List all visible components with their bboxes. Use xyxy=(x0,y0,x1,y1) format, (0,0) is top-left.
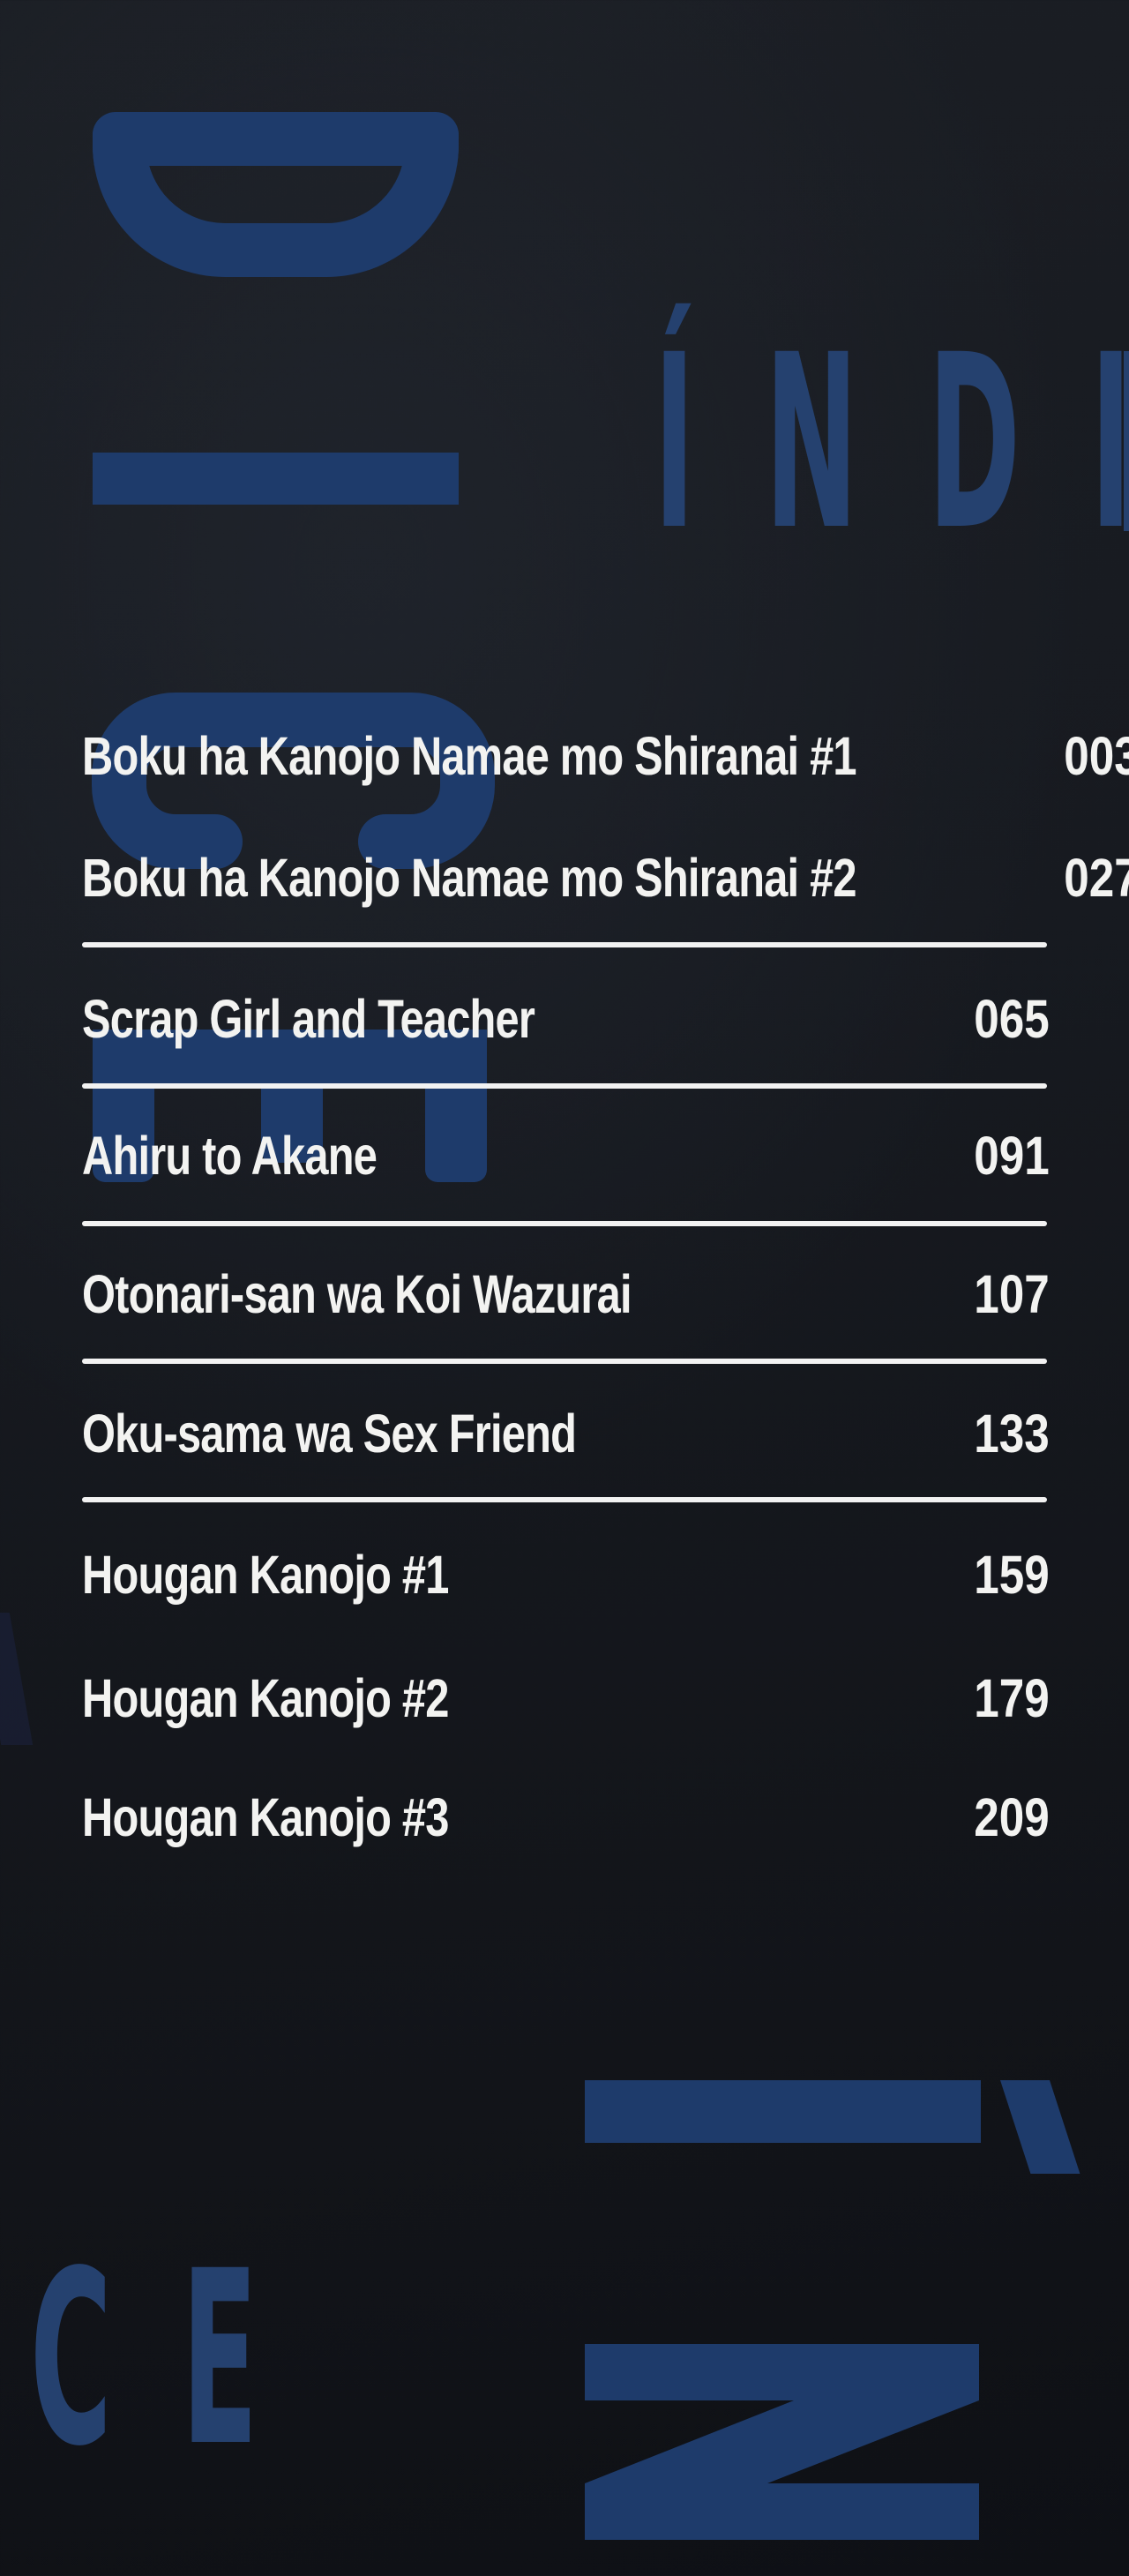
toc-entry-title: Boku ha Kanojo Namae mo Shiranai #1 xyxy=(82,726,857,786)
divider xyxy=(82,1359,1047,1364)
toc-entry-title: Boku ha Kanojo Namae mo Shiranai #2 xyxy=(82,848,857,908)
divider xyxy=(82,1221,1047,1226)
divider xyxy=(82,1083,1047,1089)
divider xyxy=(82,1497,1047,1502)
decor-letter-e-arm-icon xyxy=(261,1084,323,1163)
decor-letter-c-rotated-icon xyxy=(92,693,495,869)
toc-entry-page: 027 xyxy=(1064,848,1129,908)
toc-entry: Scrap Girl and Teacher 065 xyxy=(82,984,1050,1054)
toc-entry-page: 159 xyxy=(974,1545,1050,1605)
decor-letter-iacute-accent-icon xyxy=(1000,2080,1080,2174)
toc-entry: Otonari-san wa Koi Wazurai 107 xyxy=(82,1259,1050,1329)
toc-entry-page: 179 xyxy=(974,1668,1050,1728)
decor-letter-i-rotated-icon xyxy=(93,453,459,505)
decor-letter-e-rotated-icon xyxy=(93,1030,487,1085)
toc-entry: Hougan Kanojo #3 209 xyxy=(82,1782,1050,1853)
decor-edge-shape xyxy=(0,1613,34,1745)
toc-entry-title: Hougan Kanojo #3 xyxy=(82,1787,449,1847)
decor-letter-iacute-rotated-icon xyxy=(585,2080,981,2143)
toc-entry-title: Hougan Kanojo #1 xyxy=(82,1545,449,1605)
toc-entry-page: 209 xyxy=(974,1787,1050,1847)
toc-entry: Ahiru to Akane 091 xyxy=(82,1120,1050,1191)
index-title-bottom: CE xyxy=(30,2220,328,2499)
toc-entry-page: 107 xyxy=(974,1264,1050,1324)
toc-entry-title: Hougan Kanojo #2 xyxy=(82,1668,449,1728)
decor-letter-e-arm-icon xyxy=(425,1084,487,1182)
decor-clipped-letter-edge xyxy=(1124,351,1129,531)
divider xyxy=(82,942,1047,947)
decor-letter-d-rotated-icon xyxy=(93,112,459,277)
toc-entry-page: 065 xyxy=(974,989,1050,1049)
toc-entry-title: Ahiru to Akane xyxy=(82,1126,378,1186)
toc-entry-title: Scrap Girl and Teacher xyxy=(82,989,535,1049)
decor-letter-e-arm-icon xyxy=(93,1084,154,1182)
toc-entry: Boku ha Kanojo Namae mo Shiranai #1 003 xyxy=(82,721,1129,791)
toc-entry: Hougan Kanojo #2 179 xyxy=(82,1663,1050,1734)
toc-entry-title: Oku-sama wa Sex Friend xyxy=(82,1404,577,1464)
decor-letter-n-rotated-icon xyxy=(585,2344,979,2540)
toc-entry: Boku ha Kanojo Namae mo Shiranai #2 027 xyxy=(82,842,1129,913)
index-title-top: ÍNDI xyxy=(654,304,1129,583)
toc-entry-page: 091 xyxy=(974,1126,1050,1186)
toc-entry-page: 003 xyxy=(1064,726,1129,786)
toc-entry: Oku-sama wa Sex Friend 133 xyxy=(82,1398,1050,1469)
toc-entry-title: Otonari-san wa Koi Wazurai xyxy=(82,1264,632,1324)
toc-entry: Hougan Kanojo #1 159 xyxy=(82,1539,1050,1610)
toc-entry-page: 133 xyxy=(974,1404,1050,1464)
